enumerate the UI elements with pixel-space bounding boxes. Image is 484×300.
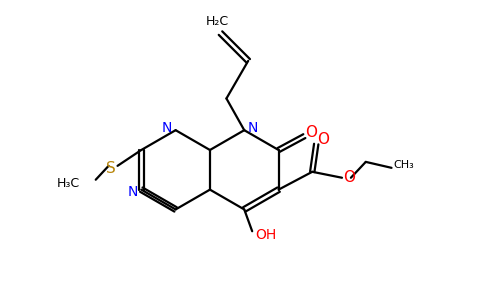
- Text: S: S: [106, 161, 116, 176]
- Text: OH: OH: [256, 228, 277, 242]
- Text: N: N: [127, 184, 137, 199]
- Text: CH₃: CH₃: [393, 160, 414, 170]
- Text: N: N: [248, 121, 258, 135]
- Text: H₂C: H₂C: [206, 15, 229, 28]
- Text: O: O: [343, 170, 355, 185]
- Text: O: O: [305, 125, 318, 140]
- Text: O: O: [317, 132, 329, 147]
- Text: N: N: [162, 121, 172, 135]
- Text: H₃C: H₃C: [57, 177, 80, 190]
